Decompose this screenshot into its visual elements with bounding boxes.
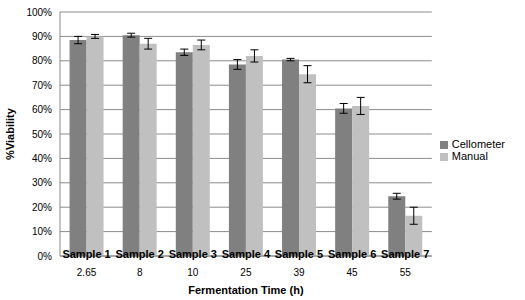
svg-text:Sample 5: Sample 5 [275, 248, 323, 260]
svg-text:20%: 20% [32, 202, 52, 213]
svg-text:Sample 1: Sample 1 [62, 248, 110, 260]
html-text:Cellometer: Cellometer [451, 138, 505, 150]
svg-text:45: 45 [347, 267, 359, 278]
svg-text:%Viability: %Viability [8, 107, 16, 160]
svg-text:Sample 7: Sample 7 [381, 248, 429, 260]
svg-text:Sample 2: Sample 2 [116, 248, 164, 260]
svg-text:80%: 80% [32, 55, 52, 66]
svg-text:8: 8 [137, 267, 143, 278]
svg-text:Fermentation Time (h): Fermentation Time (h) [188, 284, 304, 296]
svg-text:60%: 60% [32, 104, 52, 115]
html-text:Manual: Manual [451, 150, 488, 162]
svg-text:100%: 100% [26, 7, 52, 18]
svg-text:10: 10 [187, 267, 199, 278]
svg-text:Sample 6: Sample 6 [328, 248, 376, 260]
svg-text:10%: 10% [32, 226, 52, 237]
svg-text:30%: 30% [32, 177, 52, 188]
svg-text:25: 25 [240, 267, 252, 278]
svg-text:55: 55 [400, 267, 412, 278]
svg-text:Sample 4: Sample 4 [222, 248, 271, 260]
svg-text:Sample 3: Sample 3 [169, 248, 217, 260]
svg-text:50%: 50% [32, 129, 52, 140]
svg-text:2.65: 2.65 [77, 267, 97, 278]
svg-text:39: 39 [293, 267, 305, 278]
svg-text:90%: 90% [32, 31, 52, 42]
svg-text:0%: 0% [38, 251, 53, 262]
svg-text:40%: 40% [32, 153, 52, 164]
svg-text:70%: 70% [32, 80, 52, 91]
